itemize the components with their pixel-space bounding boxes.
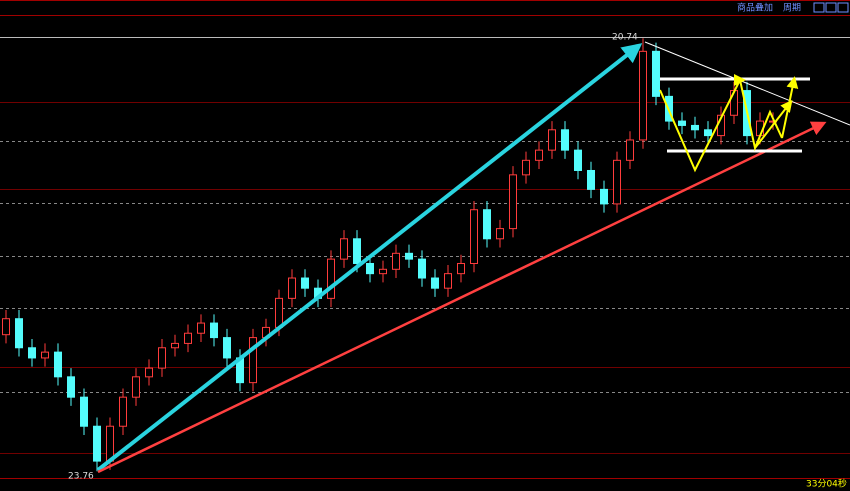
- window-button[interactable]: [825, 2, 837, 13]
- window-button[interactable]: [837, 2, 849, 13]
- candle-body: [691, 124, 699, 131]
- candle-body: [470, 209, 478, 264]
- candle-body: [106, 425, 114, 462]
- candle-body: [574, 149, 582, 171]
- candle-body: [405, 252, 413, 260]
- support-line: [97, 121, 827, 474]
- candle-body: [145, 367, 153, 378]
- candle-body: [431, 277, 439, 289]
- candle-body: [444, 273, 452, 289]
- candle-body: [340, 238, 348, 260]
- candle-body: [275, 297, 283, 328]
- high-label: 20.74: [612, 33, 638, 43]
- annotations: [96, 41, 850, 474]
- candle-body: [626, 139, 634, 161]
- candle-body: [210, 322, 218, 339]
- candle-body: [67, 376, 75, 398]
- candle-body: [184, 332, 192, 344]
- candle-body: [418, 258, 426, 279]
- candle-body: [119, 396, 127, 427]
- candle-body: [483, 209, 491, 240]
- candle-body: [54, 351, 62, 378]
- candle-body: [197, 322, 205, 334]
- candle-body: [353, 238, 361, 264]
- candle-body: [327, 258, 335, 299]
- candle-body: [80, 396, 88, 427]
- toolbar-button[interactable]: 周期: [783, 3, 801, 14]
- candle-body: [509, 174, 517, 230]
- resistance-line: [644, 41, 850, 126]
- candle-body: [639, 50, 647, 141]
- pattern-arrow: [754, 99, 793, 149]
- candle-body: [496, 228, 504, 240]
- candle-body: [730, 90, 738, 116]
- candle-body: [28, 347, 36, 359]
- candle-body: [288, 277, 296, 299]
- candle-body: [535, 149, 543, 161]
- candle-body: [223, 337, 231, 359]
- candle-body: [704, 129, 712, 137]
- trend-arrow: [96, 43, 643, 472]
- candle-body: [249, 337, 257, 384]
- timer: 33分04秒: [806, 478, 847, 490]
- candle-body: [587, 169, 595, 190]
- candle-body: [41, 351, 49, 359]
- candle-body: [379, 268, 387, 275]
- candle-body: [158, 347, 166, 369]
- candle-body: [15, 318, 23, 349]
- candle-body: [613, 159, 621, 205]
- candle-body: [392, 252, 400, 270]
- candle-body: [678, 120, 686, 126]
- window-buttons: [813, 2, 849, 13]
- candle-body: [93, 425, 101, 462]
- candles: [2, 38, 777, 472]
- grid: [0, 37, 850, 479]
- candle-body: [366, 262, 374, 275]
- toolbar-button[interactable]: 商品叠加: [737, 2, 773, 14]
- low-label: 23.76: [68, 472, 94, 482]
- candle-body: [600, 188, 608, 205]
- candle-body: [548, 129, 556, 151]
- candle-body: [171, 342, 179, 349]
- candle-body: [301, 277, 309, 289]
- window-button[interactable]: [813, 2, 825, 13]
- candle-body: [652, 50, 660, 97]
- candle-body: [457, 262, 465, 275]
- candle-body: [132, 376, 140, 398]
- pattern-path: [659, 77, 783, 173]
- candle-body: [561, 129, 569, 151]
- candle-body: [522, 159, 530, 176]
- candle-body: [2, 318, 10, 336]
